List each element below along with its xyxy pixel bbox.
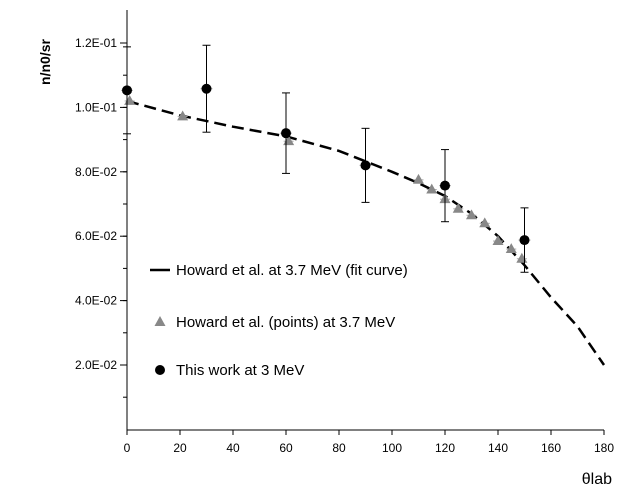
triangle-data-point <box>177 110 189 121</box>
x-tick-label: 140 <box>488 441 508 455</box>
circle-data-point <box>360 160 371 171</box>
circle-data-point <box>519 235 530 246</box>
legend-triangle-swatch <box>154 316 166 326</box>
triangle-data-point <box>124 95 136 105</box>
y-tick-label: 1.2E-01 <box>75 36 117 50</box>
triangle-data-point <box>516 252 528 263</box>
circle-data-point <box>122 85 132 96</box>
x-tick-label: 180 <box>594 441 614 455</box>
legend-label: Howard et al. (points) at 3.7 MeV <box>176 314 395 331</box>
legend-label: This work at 3 MeV <box>176 362 304 379</box>
plot-area <box>121 44 606 366</box>
y-tick-label: 4.0E-02 <box>75 294 117 308</box>
triangle-data-point <box>413 173 424 184</box>
x-tick-label: 0 <box>124 441 131 455</box>
y-ticks: 2.0E-02 4.0E-02 6.0E-02 8.0E-02 1.0E-01 1.2E-… <box>75 36 127 398</box>
triangle-data-point <box>492 235 504 245</box>
legend: Howard et al. at 3.7 MeV (fit curve) Howa… <box>150 262 408 379</box>
y-tick-label: 6.0E-02 <box>75 229 117 243</box>
y-tick-label: 1.0E-01 <box>75 100 117 114</box>
triangle-data-point <box>505 243 517 254</box>
x-axis-title: θlab <box>582 471 612 488</box>
x-tick-label: 20 <box>173 441 187 455</box>
triangle-data-point <box>479 217 491 228</box>
x-tick-label: 160 <box>541 441 561 455</box>
x-tick-label: 80 <box>332 441 346 455</box>
circle-data-point <box>281 128 291 139</box>
fit-curve-line <box>126 99 606 366</box>
x-tick-label: 40 <box>226 441 240 455</box>
y-tick-label: 2.0E-02 <box>75 358 117 372</box>
y-axis-title: n/n0/sr <box>37 38 53 84</box>
y-tick-label: 8.0E-02 <box>75 165 117 179</box>
x-tick-label: 100 <box>382 441 402 455</box>
x-tick-label: 60 <box>279 441 293 455</box>
x-tick-label: 120 <box>435 441 455 455</box>
legend-label: Howard et al. at 3.7 MeV (fit curve) <box>176 262 408 279</box>
circle-data-point <box>440 180 450 191</box>
legend-circle-swatch <box>155 365 165 375</box>
x-ticks: 0 20 40 60 80 100 120 140 160 180 <box>124 430 614 455</box>
triangle-data-point <box>426 183 438 194</box>
triangle-data-point <box>452 202 464 213</box>
circle-data-point <box>201 83 212 94</box>
axes: 2.0E-02 4.0E-02 6.0E-02 8.0E-02 1.0E-01 1.2E-… <box>75 10 614 455</box>
triangle-data-point <box>466 209 477 220</box>
